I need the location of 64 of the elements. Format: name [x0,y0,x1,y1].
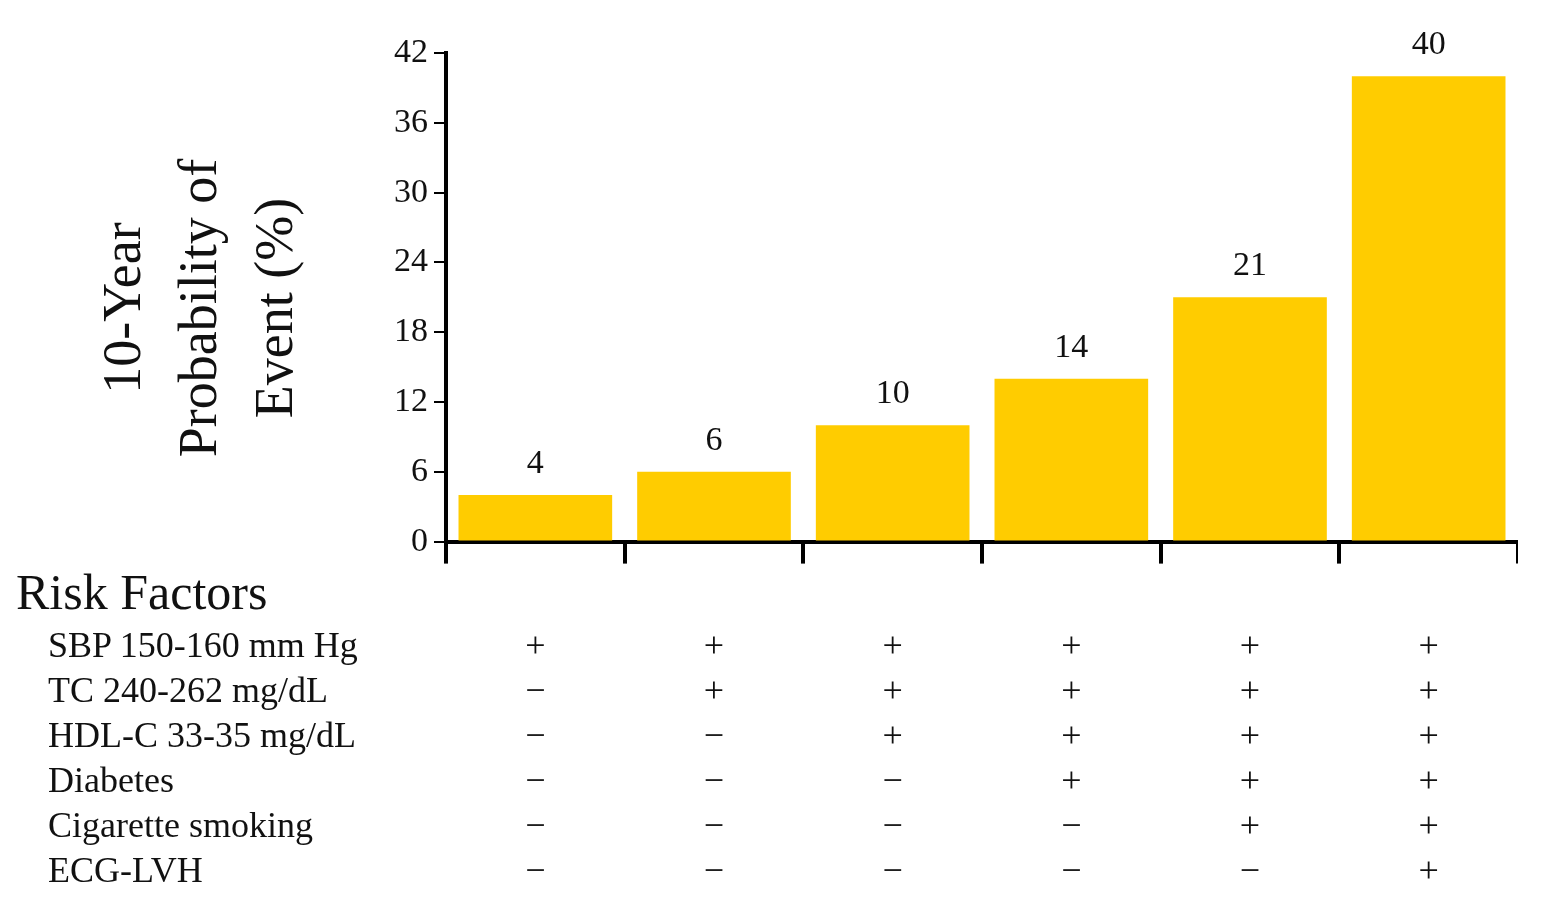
text: + [1060,669,1083,711]
text: + [1417,849,1440,891]
bar [458,495,613,541]
text: + [1417,669,1440,711]
text: ECG-LVH [48,849,203,891]
text: − [702,804,726,846]
text: − [524,804,547,846]
bar [1173,297,1327,541]
bar [994,378,1149,541]
text: + [1238,804,1262,846]
text: + [1417,759,1440,801]
y-tick-label: 30 [394,171,428,209]
y-axis-title: 10-Year Probability of Event (%) [91,157,305,460]
text: − [524,714,547,756]
text: + [881,714,904,756]
text: − [524,849,547,891]
text: + [881,669,904,711]
text: + [702,624,726,666]
text: SBP 150-160 mm Hg [48,624,358,666]
text: − [881,804,904,846]
text: + [1417,804,1440,846]
text: + [1060,624,1083,666]
bar [1351,76,1506,541]
text: − [881,849,904,891]
bar [815,425,970,541]
y-tick-label: 0 [411,520,428,558]
y-tick-label: 6 [411,450,428,488]
text: + [881,624,904,666]
text: + [1060,759,1083,801]
text: Diabetes [48,759,174,801]
y-tick-label: 36 [394,101,428,139]
text: − [702,759,726,801]
y-tick-label: 24 [394,241,428,279]
data-label: 40 [1411,24,1446,62]
text: − [1060,849,1083,891]
text: + [1238,714,1262,756]
text: HDL-C 33-35 mg/dL [48,714,356,756]
text: Cigarette smoking [48,804,313,846]
text: − [881,759,904,801]
text: + [1238,759,1262,801]
text: + [1238,624,1262,666]
y-tick-label: 42 [394,31,428,69]
data-label: 4 [526,442,544,480]
text: − [524,759,547,801]
y-tick-label: 18 [394,311,428,349]
text: − [1060,804,1083,846]
data-label: 21 [1233,245,1267,283]
text: + [1417,624,1440,666]
data-label: 6 [705,419,723,457]
y-tick-label: 12 [394,380,428,418]
text: + [1060,714,1083,756]
text: − [1238,849,1262,891]
text: − [702,849,726,891]
text: + [524,624,547,666]
text: + [702,669,726,711]
text: + [1238,669,1262,711]
data-label: 10 [875,373,910,411]
x-axis-title: Risk Factors [16,563,268,621]
text: − [524,669,547,711]
text: TC 240-262 mg/dL [48,669,328,711]
text: − [702,714,726,756]
bar [637,471,791,541]
data-label: 14 [1054,326,1089,364]
text: + [1417,714,1440,756]
